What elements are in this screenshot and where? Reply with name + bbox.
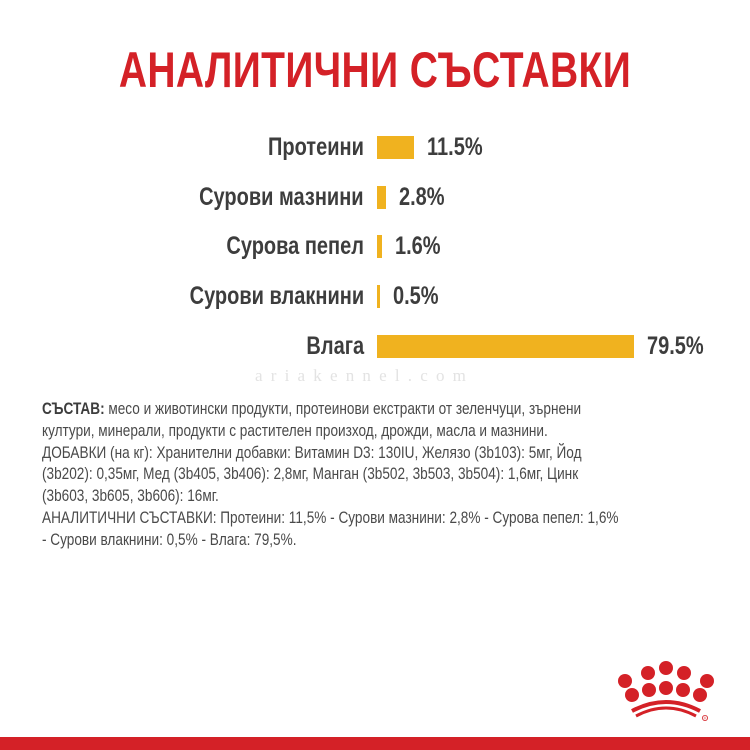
composition-line: СЪСТАВ: месо и животински продукти, прот… — [42, 400, 582, 418]
composition-text: СЪСТАВ: месо и животински продукти, прот… — [42, 399, 732, 552]
additives-line: (3b603, 3b605, 3b606): 16мг. — [42, 487, 219, 506]
page-title: АНАЛИТИЧНИ СЪСТАВКИ — [118, 42, 632, 98]
chart-row: Влага 79.5% — [0, 331, 750, 361]
bar-value: 0.5% — [393, 282, 439, 310]
bar-value: 11.5% — [427, 133, 483, 161]
crown-logo-icon: ® — [618, 661, 714, 722]
chart-row: Сурови мазнини 2.8% — [0, 182, 750, 212]
svg-text:®: ® — [704, 717, 707, 721]
bar — [377, 235, 382, 258]
additives-line: ДОБАВКИ (на кг): Хранителни добавки: Вит… — [42, 443, 582, 462]
bar-label: Протеини — [268, 133, 364, 161]
chart-row: Сурова пепел 1.6% — [0, 231, 750, 261]
footer-bar — [0, 737, 750, 750]
composition-line: култури, минерали, продукти с растителен… — [42, 421, 548, 440]
analytical-line: - Сурови влакнини: 0,5% - Влага: 79,5%. — [42, 530, 297, 549]
chart-row: Протеини 11.5% — [0, 132, 750, 162]
bar-label: Влага — [306, 332, 364, 360]
analytical-line: АНАЛИТИЧНИ СЪСТАВКИ: Протеини: 11,5% - С… — [42, 508, 619, 527]
bar — [377, 335, 634, 358]
bar — [377, 186, 386, 209]
bar-label: Сурови влакнини — [189, 282, 364, 310]
bar-chart: Протеини 11.5% Сурови мазнини 2.8% Сурова пе… — [0, 132, 750, 361]
watermark: ariakennel.com — [255, 366, 475, 385]
additives-line: (3b202): 0,35мг, Мед (3b405, 3b406): 2,8… — [42, 465, 579, 484]
bar-value: 2.8% — [399, 183, 445, 211]
bar-value: 1.6% — [395, 232, 441, 260]
bar — [377, 285, 380, 308]
composition-heading: СЪСТАВ: — [42, 400, 105, 418]
bar-label: Сурова пепел — [226, 232, 364, 260]
bar-label: Сурови мазнини — [199, 183, 364, 211]
bar — [377, 136, 414, 159]
chart-row: Сурови влакнини 0.5% — [0, 281, 750, 311]
bar-value: 79.5% — [647, 332, 704, 360]
